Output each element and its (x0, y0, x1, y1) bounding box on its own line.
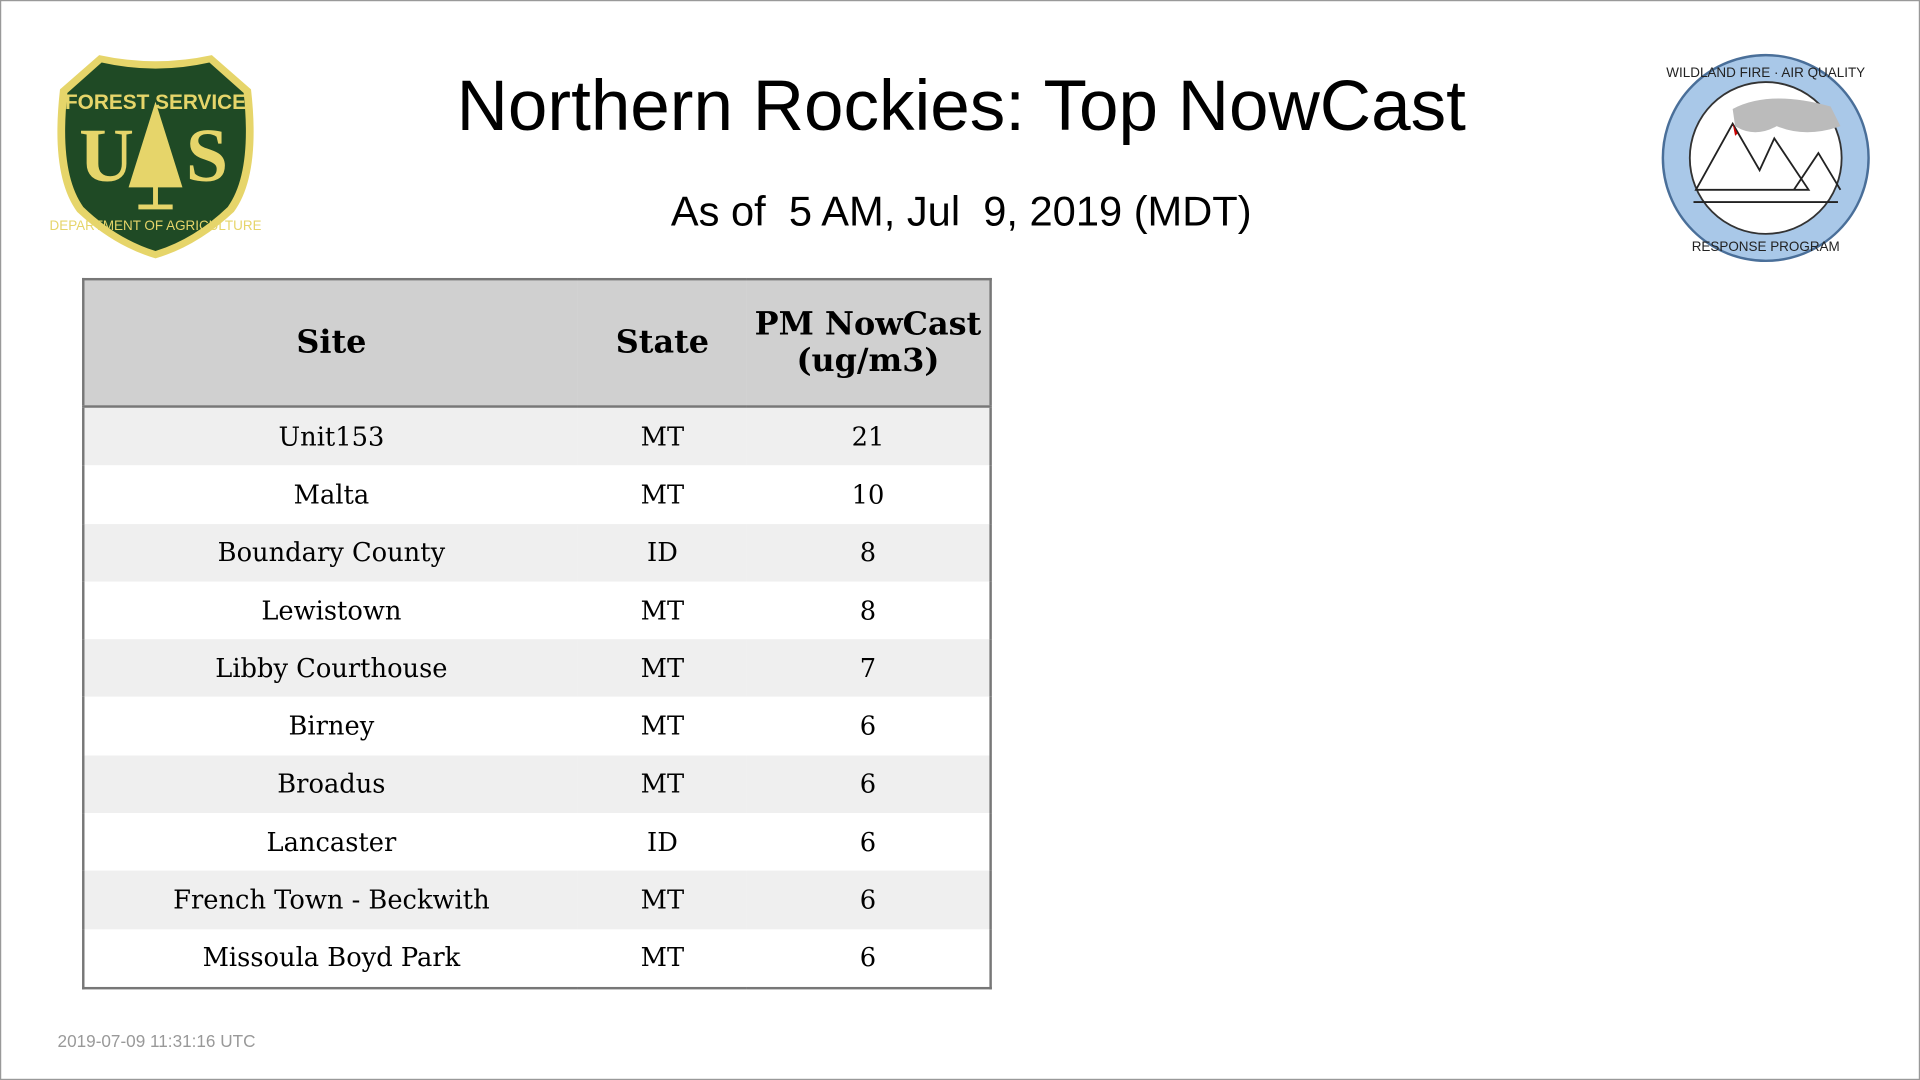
cell-state: MT (578, 406, 747, 466)
svg-text:RESPONSE PROGRAM: RESPONSE PROGRAM (1692, 239, 1840, 254)
table-row: Lancaster ID 6 (83, 813, 991, 872)
svg-text:S: S (186, 114, 228, 198)
column-header-pm-nowcast: PM NowCast (ug/m3) (746, 279, 991, 408)
cell-pm-nowcast: 8 (746, 581, 991, 640)
cell-state: MT (578, 581, 747, 640)
page-title: Northern Rockies: Top NowCast (456, 66, 1466, 146)
cell-pm-nowcast: 6 (746, 697, 991, 756)
cell-state: ID (578, 523, 747, 582)
cell-site: French Town - Beckwith (83, 871, 579, 929)
column-header-site: Site (83, 279, 579, 408)
svg-text:U: U (79, 114, 134, 198)
cell-state: MT (578, 871, 747, 929)
table-row: Birney MT 6 (83, 697, 991, 756)
cell-pm-nowcast: 10 (746, 465, 991, 524)
cell-site: Libby Courthouse (83, 639, 579, 698)
cell-site: Lewistown (83, 581, 579, 640)
forest-service-logo: FOREST SERVICE U S DEPARTMENT OF AGRICUL… (50, 55, 261, 259)
cell-site: Malta (83, 465, 579, 524)
table-row: Malta MT 10 (83, 465, 991, 524)
cell-site: Broadus (83, 755, 579, 814)
cell-state: MT (578, 755, 747, 814)
table-row: French Town - Beckwith MT 6 (83, 871, 991, 929)
svg-text:DEPARTMENT OF AGRICULTURE: DEPARTMENT OF AGRICULTURE (50, 218, 261, 233)
table-row: Lewistown MT 8 (83, 581, 991, 640)
table-row: Broadus MT 6 (83, 755, 991, 814)
cell-state: MT (578, 697, 747, 756)
cell-state: MT (578, 639, 747, 698)
cell-state: MT (578, 465, 747, 524)
generated-timestamp: 2019-07-09 11:31:16 UTC (57, 1031, 256, 1051)
cell-pm-nowcast: 6 (746, 871, 991, 929)
cell-pm-nowcast: 8 (746, 523, 991, 582)
cell-pm-nowcast: 21 (746, 406, 991, 466)
table-row: Missoula Boyd Park MT 6 (83, 928, 991, 989)
cell-state: MT (578, 928, 747, 989)
cell-pm-nowcast: 6 (746, 928, 991, 989)
table-row: Boundary County ID 8 (83, 523, 991, 582)
table-header-row: Site State PM NowCast (ug/m3) (83, 279, 991, 408)
cell-state: ID (578, 813, 747, 872)
cell-site: Birney (83, 697, 579, 756)
cell-site: Lancaster (83, 813, 579, 872)
cell-site: Boundary County (83, 523, 579, 582)
wildland-fire-air-quality-logo: WILDLAND FIRE · AIR QUALITY RESPONSE PRO… (1661, 53, 1870, 263)
cell-site: Unit153 (83, 406, 579, 466)
table-row: Unit153 MT 21 (83, 406, 991, 466)
page-subtitle: As of 5 AM, Jul 9, 2019 (MDT) (670, 188, 1252, 236)
column-header-state: State (578, 279, 747, 408)
table-row: Libby Courthouse MT 7 (83, 639, 991, 698)
nowcast-table: Site State PM NowCast (ug/m3) Unit153 MT 2… (82, 277, 992, 990)
cell-pm-nowcast: 6 (746, 813, 991, 872)
svg-text:WILDLAND FIRE · AIR QUALITY: WILDLAND FIRE · AIR QUALITY (1666, 65, 1865, 80)
cell-pm-nowcast: 6 (746, 755, 991, 814)
cell-site: Missoula Boyd Park (83, 928, 579, 989)
cell-pm-nowcast: 7 (746, 639, 991, 698)
